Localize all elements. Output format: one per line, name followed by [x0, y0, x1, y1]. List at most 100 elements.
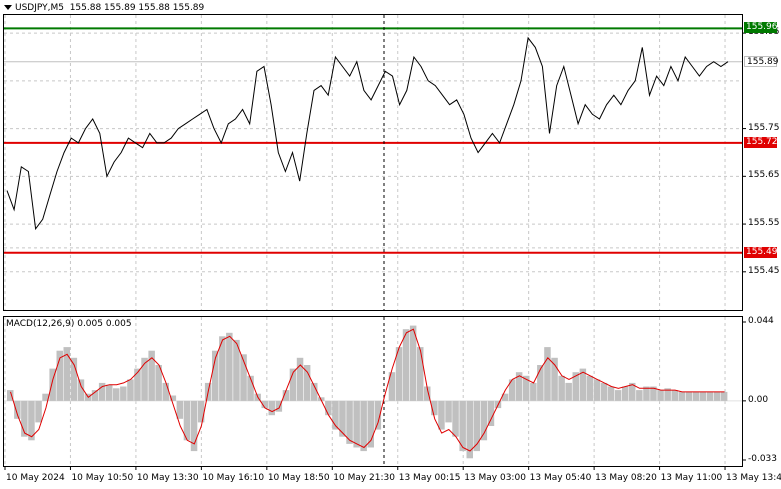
price-line-series: [6, 36, 729, 231]
macd-histogram-bar: [282, 390, 290, 401]
macd-histogram-bar: [98, 382, 106, 401]
macd-histogram-bar: [247, 375, 254, 401]
macd-histogram-bar: [35, 400, 42, 423]
price-tick-label: 155.65: [748, 170, 780, 181]
time-tick-label: 13 May 08:20: [595, 473, 657, 483]
macd-histogram-bar: [452, 400, 459, 437]
macd-histogram-bar: [233, 339, 240, 401]
macd-histogram-bar: [431, 400, 438, 416]
macd-histogram-bar: [106, 384, 113, 401]
macd-histogram-bar: [325, 400, 332, 416]
macd-histogram-bar: [169, 395, 177, 401]
macd-histogram-bar: [261, 400, 268, 409]
macd-histogram-bar: [14, 400, 21, 419]
macd-histogram-bar: [480, 400, 488, 441]
macd-pane-frame: [3, 316, 743, 467]
macd-histogram-bar: [650, 386, 657, 401]
time-tick-label: 10 May 2024: [6, 473, 65, 483]
time-tick-label: 10 May 18:50: [267, 473, 330, 483]
macd-histogram-bar: [219, 336, 226, 401]
macd-histogram-bar: [141, 357, 148, 401]
macd-histogram-bar: [70, 357, 78, 401]
price-tick-label: 155.75: [748, 122, 780, 133]
macd-histogram-bar: [622, 386, 629, 401]
macd-histogram-bar: [551, 357, 558, 401]
macd-histogram-bar: [42, 393, 49, 401]
macd-histogram-bar: [226, 332, 233, 401]
macd-histogram-bar: [190, 400, 198, 452]
macd-histogram-bar: [636, 390, 643, 401]
macd-histogram-bar: [289, 368, 297, 401]
macd-histogram-bar: [523, 375, 530, 401]
macd-tick-label: -0.033: [748, 454, 778, 464]
macd-histogram-bar: [643, 386, 650, 401]
macd-histogram-bar: [381, 400, 389, 402]
macd-histogram-bar: [501, 393, 509, 401]
macd-histogram-bar: [459, 400, 466, 452]
price-tick-label: 155.45: [748, 265, 780, 276]
macd-histogram-bar: [530, 382, 537, 401]
macd-histogram-bar: [353, 400, 360, 448]
macd-histogram-bar: [268, 400, 275, 416]
macd-histogram-bar: [487, 400, 495, 426]
time-tick-label: 10 May 13:30: [136, 473, 199, 483]
macd-histogram-bar: [28, 400, 35, 441]
macd-histogram-bar: [664, 388, 671, 401]
macd-header: MACD(12,26,9) 0.005 0.005: [6, 319, 132, 329]
macd-histogram-bar: [367, 400, 374, 448]
macd-histogram-bar: [600, 382, 608, 401]
macd-histogram-bar: [197, 400, 205, 423]
macd-histogram-bar: [346, 400, 353, 444]
macd-histogram-bar: [374, 400, 382, 430]
symbol-label: USDJPY,M5: [15, 3, 64, 13]
macd-signal-line: [10, 328, 725, 452]
time-tick-label: 10 May 21:30: [333, 473, 395, 483]
macd-histogram-bar: [537, 365, 544, 401]
macd-histogram-bar: [607, 386, 615, 401]
time-tick-label: 13 May 00:15: [398, 473, 461, 483]
price-pane-frame: [3, 14, 743, 311]
macd-histogram-bar: [91, 390, 99, 401]
macd-histogram-bar: [56, 350, 63, 401]
macd-tick-label: 0.044: [748, 316, 774, 326]
macd-histogram-bar: [311, 382, 318, 401]
macd-histogram-bar: [565, 382, 572, 401]
macd-histogram-bar: [134, 368, 141, 401]
level-price-tag: 155.49: [744, 246, 778, 258]
macd-histogram-bar: [424, 386, 431, 401]
level-price-tag: 155.72: [744, 136, 778, 148]
macd-histogram-bar: [614, 390, 622, 401]
price-tick-label: 155.55: [748, 218, 780, 229]
macd-histogram-bar: [445, 400, 452, 423]
macd-histogram-bar: [127, 379, 134, 401]
macd-histogram-bar: [395, 347, 403, 401]
macd-histogram-bar: [572, 372, 579, 401]
macd-histogram-bar: [388, 372, 396, 401]
macd-histogram-bar: [120, 386, 127, 401]
macd-histogram-bar: [360, 400, 367, 452]
ohlc-values: 155.88 155.89 155.88 155.89: [69, 3, 205, 13]
macd-histogram-bar: [183, 400, 191, 441]
macd-histogram-bar: [558, 375, 565, 401]
macd-histogram-bar: [176, 400, 184, 419]
time-tick-label: 13 May 05:40: [529, 473, 592, 483]
macd-histogram-bar: [155, 365, 162, 401]
macd-histogram-bar: [706, 391, 714, 401]
macd-histogram-bar: [678, 391, 685, 401]
macd-histogram-bar: [473, 400, 480, 452]
macd-histogram-bar: [657, 390, 664, 401]
level-price-tag: 155.89: [744, 55, 779, 67]
time-tick-label: 13 May 13:40: [726, 473, 781, 483]
macd-histogram-bar: [339, 400, 346, 437]
macd-histogram-bar: [699, 391, 707, 401]
macd-histogram-bar: [49, 368, 56, 401]
macd-histogram-bar: [544, 347, 551, 401]
dropdown-triangle-icon[interactable]: [4, 5, 12, 10]
macd-histogram-bar: [586, 375, 594, 401]
macd-histogram-bar: [113, 388, 120, 401]
macd-tick-label: 0.00: [748, 394, 769, 405]
macd-histogram-bar: [296, 357, 304, 401]
macd-histogram-bar: [579, 368, 587, 401]
level-price-tag: 155.96: [744, 22, 778, 34]
